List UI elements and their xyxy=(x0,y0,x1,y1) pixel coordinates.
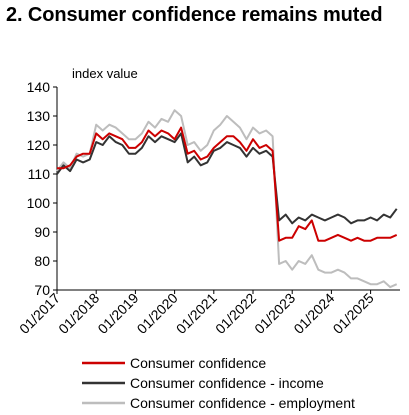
y-tick-label: 120 xyxy=(27,137,51,153)
chart-axes xyxy=(56,87,400,291)
series-line-consumer-confidence-income xyxy=(56,132,398,225)
x-tick-label: 01/2019 xyxy=(94,290,141,337)
series-lines xyxy=(56,109,398,289)
y-tick-label: 140 xyxy=(27,79,51,95)
chart-title: 2. Consumer confidence remains muted xyxy=(6,4,383,26)
x-tick-label: 01/2018 xyxy=(55,290,102,337)
x-tick-label: 01/2024 xyxy=(290,290,337,337)
chart-legend: Consumer confidence Consumer confidence -… xyxy=(82,355,355,411)
legend-label: Consumer confidence - employment xyxy=(130,395,355,411)
y-tick-label: 100 xyxy=(27,195,51,211)
y-tick-label: 80 xyxy=(34,253,50,269)
legend-label: Consumer confidence - income xyxy=(130,375,324,391)
x-tick-label: 01/2021 xyxy=(173,290,220,337)
x-axis-ticks: 01/201701/201801/201901/202001/202101/20… xyxy=(16,290,377,337)
series-line-consumer-confidence-employment xyxy=(56,109,398,289)
x-tick-label: 01/2025 xyxy=(330,290,377,337)
x-tick-label: 01/2020 xyxy=(134,290,181,337)
y-tick-label: 90 xyxy=(34,224,50,240)
y-axis-unit-label: index value xyxy=(72,66,138,81)
y-tick-label: 110 xyxy=(28,166,51,182)
x-tick-label: 01/2022 xyxy=(212,290,259,337)
x-tick-label: 01/2023 xyxy=(251,290,298,337)
y-tick-label: 70 xyxy=(34,282,50,298)
legend-label: Consumer confidence xyxy=(130,355,266,371)
y-tick-label: 130 xyxy=(27,108,51,124)
series-line-consumer-confidence xyxy=(57,126,398,242)
y-axis-ticks: 70 80 90 100 110 120 130 140 xyxy=(27,79,57,298)
